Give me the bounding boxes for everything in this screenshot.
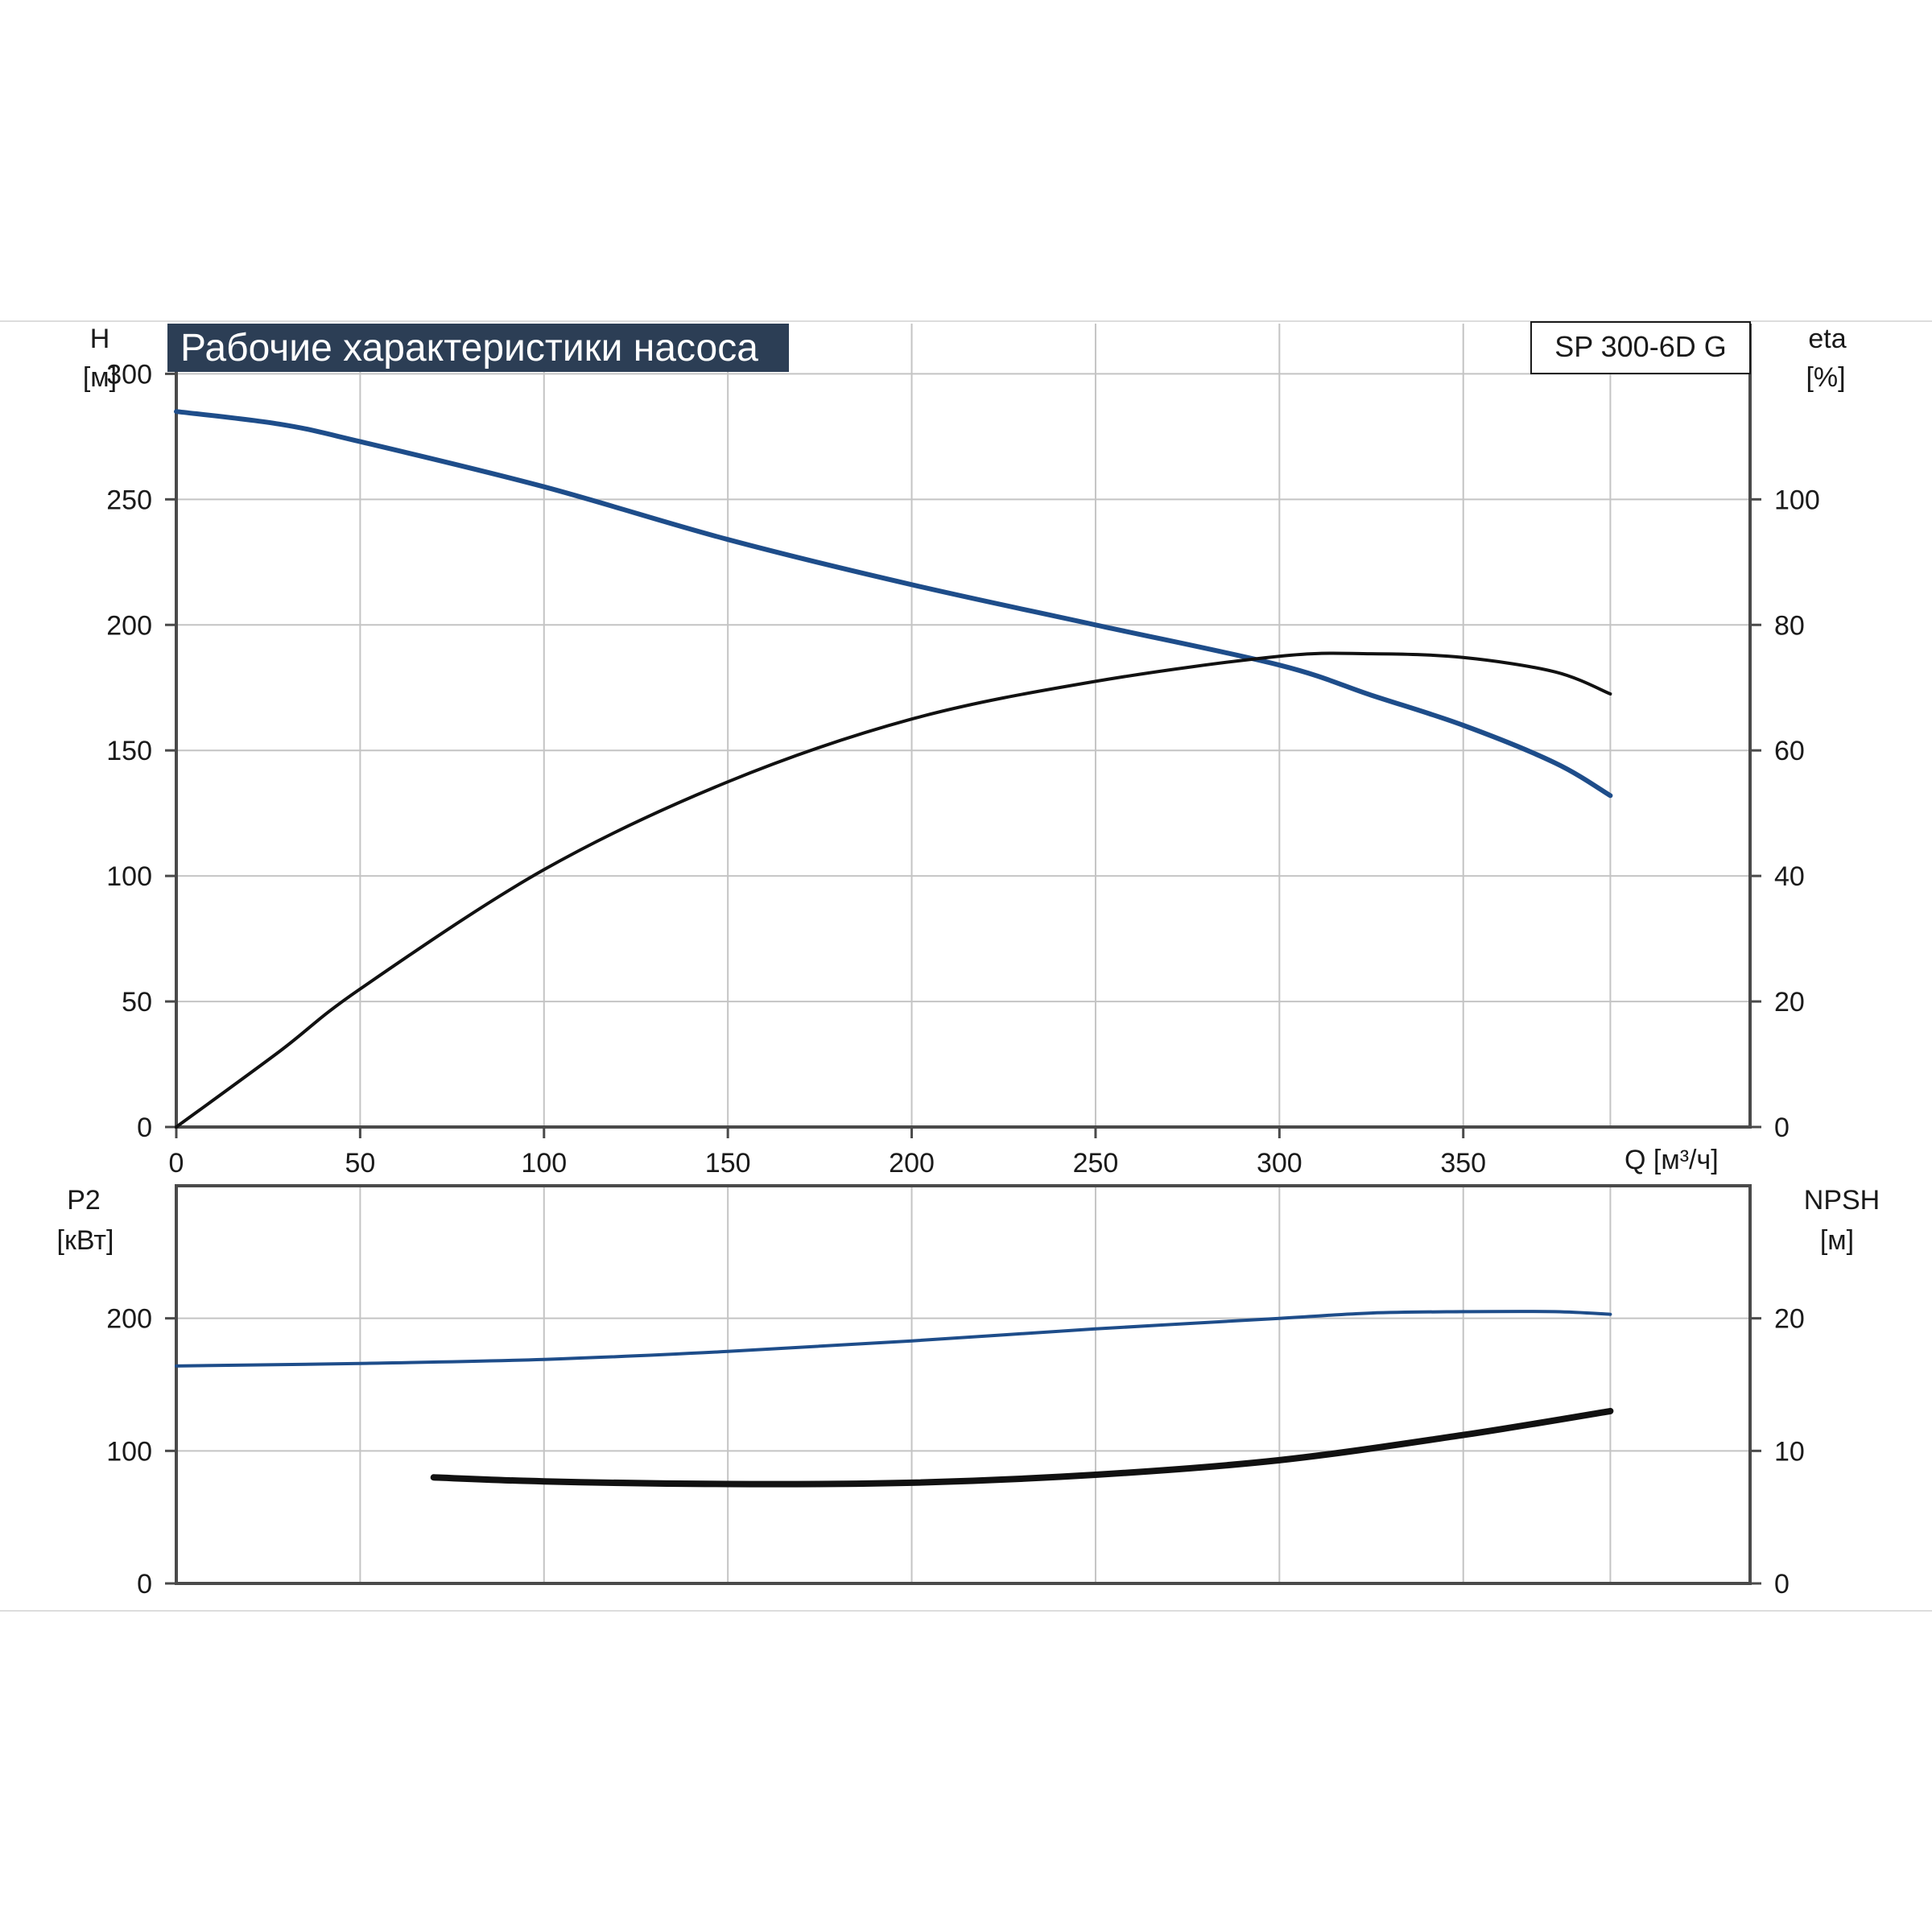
p2-axis-unit: [кВт] <box>57 1225 114 1256</box>
panel-frame <box>175 324 1752 1129</box>
efficiency-curve <box>175 651 1612 1129</box>
x-tick-label: 150 <box>705 1148 751 1179</box>
npsh-axis-unit: [м] <box>1820 1225 1854 1256</box>
title-banner <box>167 324 789 372</box>
p2-axis-label: P2 <box>67 1185 101 1216</box>
y2-tick-label: 0 <box>1774 1113 1790 1143</box>
y2-tick-label: 100 <box>1774 485 1820 515</box>
x-tick-label: 200 <box>889 1148 935 1179</box>
y-tick-label: 200 <box>106 1304 152 1335</box>
model-label: SP 300-6D G <box>1554 330 1726 363</box>
x-tick-label: 100 <box>521 1148 567 1179</box>
y-tick-label: 0 <box>137 1569 152 1600</box>
y-tick-label: 200 <box>106 610 152 641</box>
x-tick-label: 300 <box>1257 1148 1302 1179</box>
npsh-curve <box>430 1407 1614 1488</box>
head-curve <box>174 409 1613 799</box>
y2-tick-label: 80 <box>1774 610 1805 641</box>
y-tick-label: 250 <box>106 485 152 515</box>
h-axis-unit: [м] <box>83 362 117 393</box>
x-tick-label: 50 <box>345 1148 375 1179</box>
model-box <box>1530 321 1751 374</box>
y2-tick-label: 10 <box>1774 1436 1805 1467</box>
h-axis-label: H <box>90 324 110 354</box>
eta-axis-label: eta <box>1808 324 1846 354</box>
y2-tick-label: 0 <box>1774 1569 1790 1600</box>
npsh-axis-label: NPSH <box>1804 1185 1880 1216</box>
y-tick-label: 100 <box>106 1436 152 1467</box>
y2-tick-label: 20 <box>1774 987 1805 1018</box>
y-tick-label: 100 <box>106 861 152 892</box>
power-npsh-panel: 0 100 200 0 10 20 <box>106 1184 1805 1600</box>
y2-tick-label: 40 <box>1774 861 1805 892</box>
y-tick-label: 50 <box>122 987 152 1018</box>
eta-axis-unit: [%] <box>1806 362 1845 393</box>
x-tick-label: 0 <box>169 1148 184 1179</box>
y-tick-label: 150 <box>106 736 152 766</box>
head-efficiency-panel: 0 50 100 150 200 250 300 0 20 40 60 80 100 0 50 100 150 2… <box>106 324 1820 1179</box>
panel-frame <box>175 1184 1752 1585</box>
power-curve <box>175 1310 1612 1368</box>
x-tick-label: 250 <box>1073 1148 1119 1179</box>
y2-tick-label: 20 <box>1774 1304 1805 1335</box>
y-tick-label: 300 <box>106 359 152 390</box>
y2-tick-label: 60 <box>1774 736 1805 766</box>
x-tick-label: 350 <box>1440 1148 1486 1179</box>
y-tick-label: 0 <box>137 1113 152 1143</box>
chart-title: Рабочие характеристики насоса <box>180 327 758 369</box>
x-axis-label: Q [м³/ч] <box>1624 1145 1719 1175</box>
